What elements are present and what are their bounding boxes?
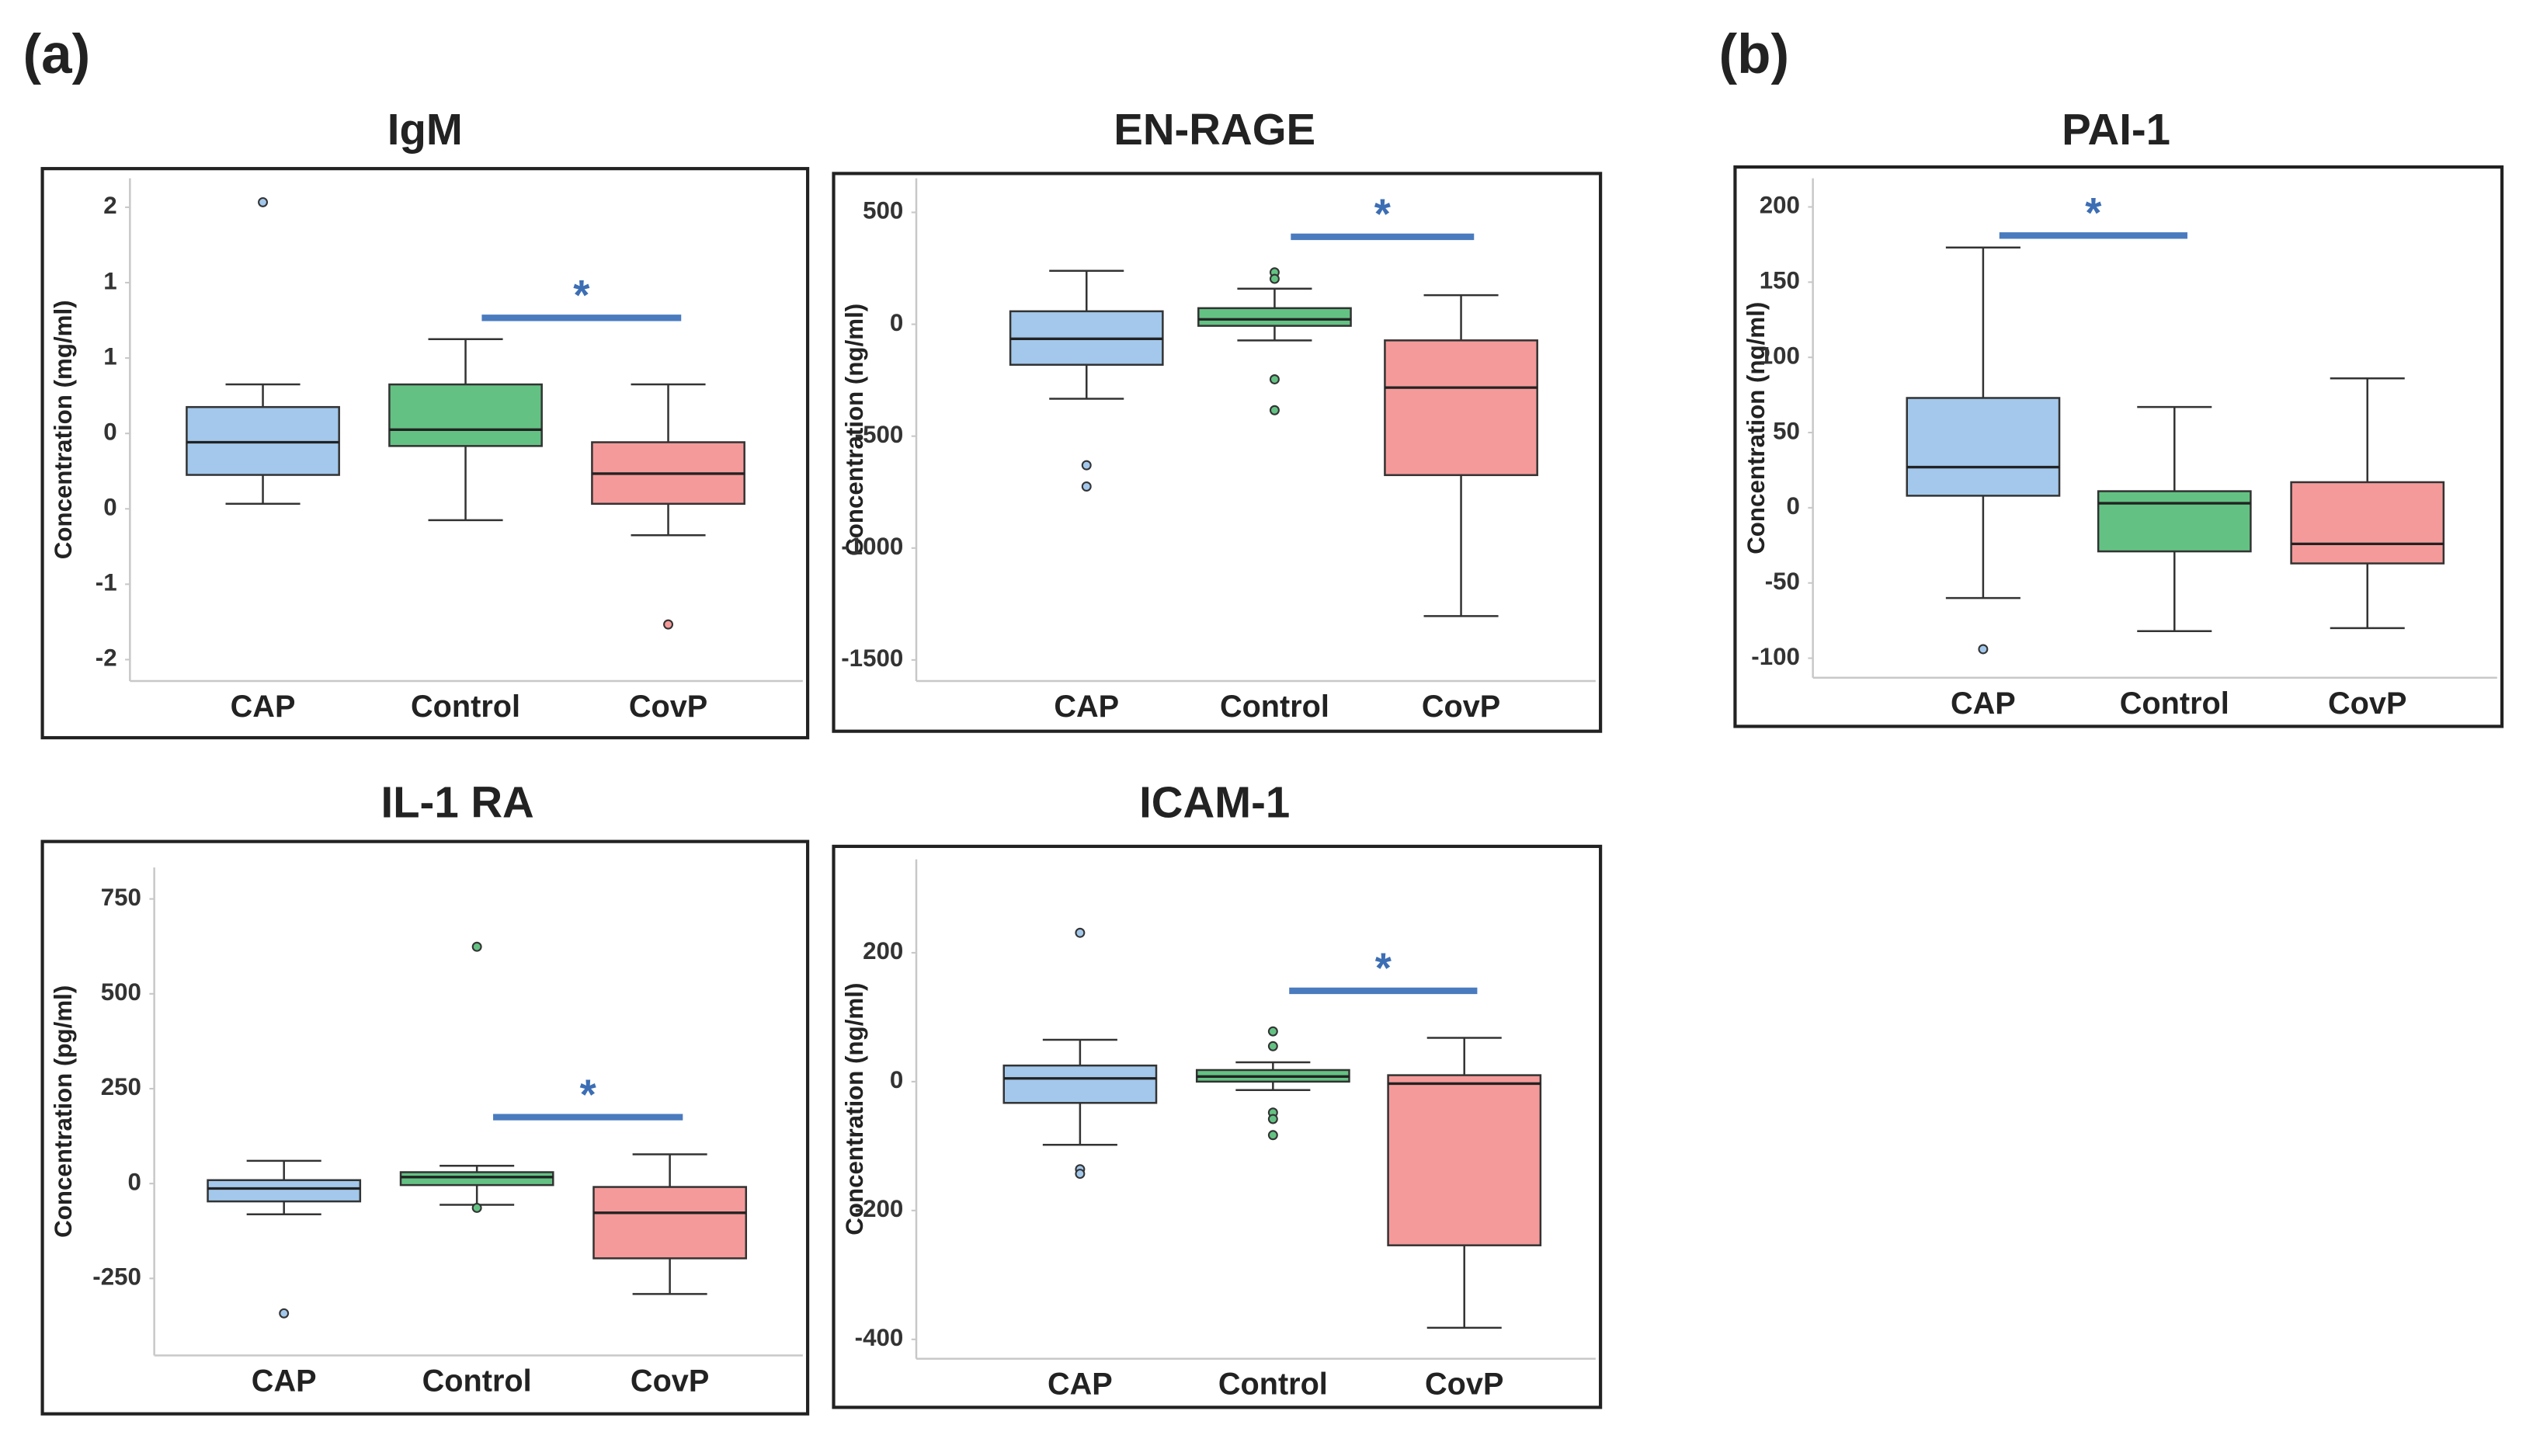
y-tick-label: -1500 [841, 645, 903, 672]
x-tick-label: CAP [1054, 690, 1119, 724]
y-tick-label: 500 [101, 978, 141, 1006]
y-tick-label: 100 [1760, 342, 1800, 369]
outlier [1267, 1130, 1278, 1141]
y-tick-label: -500 [855, 421, 904, 448]
y-tick-label: -100 [1751, 643, 1800, 670]
box [1002, 1064, 1158, 1104]
outlier [1267, 1026, 1278, 1037]
x-tick-label: Control [1218, 1367, 1328, 1402]
y-axis-label: Concentration (pg/ml) [50, 985, 77, 1238]
box [592, 1186, 748, 1260]
y-axis-label: Concentration (ng/ml) [841, 304, 868, 556]
y-tick-label: -1 [96, 569, 117, 596]
outlier [471, 1202, 482, 1213]
panel-label: (a) [23, 24, 91, 85]
outlier [1267, 1114, 1278, 1124]
panel-label: (b) [1719, 24, 1790, 85]
x-tick-label: CovP [629, 690, 707, 724]
y-tick-label: -2 [96, 645, 117, 672]
y-tick-label: 2 [103, 192, 116, 219]
outlier [1081, 460, 1092, 471]
y-tick-label: 0 [128, 1168, 141, 1195]
box [1906, 397, 2061, 497]
y-tick-label: 0 [890, 1066, 903, 1093]
x-tick-label: CAP [252, 1364, 317, 1399]
y-tick-label: 0 [103, 418, 116, 445]
box [399, 1171, 554, 1187]
y-tick-label: 200 [1760, 192, 1800, 219]
significance-label: * [2085, 189, 2102, 237]
x-tick-label: CAP [1951, 686, 2016, 721]
significance-label: * [1374, 190, 1392, 238]
y-tick-label: 1 [103, 342, 116, 370]
y-axis-label: Concentration (ng/ml) [1743, 302, 1770, 554]
x-tick-label: CovP [1422, 690, 1500, 724]
outlier [1269, 374, 1280, 384]
y-tick-label: 1 [103, 267, 116, 294]
outlier [1075, 927, 1086, 938]
outlier [279, 1308, 290, 1319]
y-tick-label: -1000 [841, 533, 903, 560]
y-axis-label: Concentration (mg/ml) [50, 300, 77, 559]
y-tick-label: 0 [890, 309, 903, 336]
outlier [258, 196, 269, 207]
outlier [1978, 644, 1989, 655]
y-tick-label: -250 [92, 1263, 141, 1291]
box [1387, 1074, 1542, 1246]
x-tick-label: Control [411, 690, 520, 724]
y-axis-label: Concentration (ng/ml) [841, 983, 868, 1235]
x-tick-label: Control [2120, 686, 2229, 721]
y-tick-label: 0 [103, 494, 116, 521]
outlier [1269, 273, 1280, 284]
chart-frame [40, 839, 810, 1416]
x-tick-label: Control [1220, 690, 1329, 724]
chart-frame [1733, 165, 2504, 728]
y-tick-label: -400 [855, 1324, 904, 1351]
outlier [1269, 405, 1280, 415]
x-tick-label: CovP [2328, 686, 2406, 721]
box [2097, 490, 2252, 553]
y-tick-label: 750 [101, 884, 141, 911]
box [207, 1179, 362, 1203]
y-tick-label: -50 [1765, 568, 1800, 595]
y-tick-label: 50 [1773, 417, 1800, 444]
chart-title: ICAM-1 [1139, 778, 1290, 827]
box [1197, 307, 1352, 327]
outlier [471, 941, 482, 952]
outlier [1267, 1041, 1278, 1051]
x-tick-label: CovP [1425, 1367, 1503, 1402]
chart-title: IL-1 RA [380, 778, 533, 827]
y-tick-label: 0 [1787, 492, 1800, 520]
significance-label: * [1375, 944, 1392, 992]
chart-frame [40, 167, 810, 740]
x-tick-label: CAP [1048, 1367, 1113, 1402]
chart-title: IgM [387, 105, 463, 154]
outlier [1081, 481, 1092, 492]
y-tick-label: 150 [1760, 267, 1800, 294]
y-tick-label: 500 [863, 197, 903, 224]
chart-title: EN-RAGE [1114, 105, 1315, 154]
chart-frame [832, 172, 1603, 733]
box [2290, 481, 2445, 565]
outlier [1075, 1169, 1086, 1180]
y-tick-label: 250 [101, 1073, 141, 1100]
x-tick-label: CAP [231, 690, 296, 724]
outlier [663, 619, 674, 630]
box [388, 383, 543, 447]
y-tick-label: -200 [855, 1195, 904, 1222]
chart-frame [832, 844, 1603, 1409]
x-tick-label: Control [422, 1364, 532, 1399]
y-tick-label: 200 [863, 937, 903, 964]
chart-title: PAI-1 [2062, 105, 2170, 154]
x-tick-label: CovP [631, 1364, 709, 1399]
box [1384, 339, 1538, 477]
significance-label: * [573, 272, 590, 319]
significance-label: * [580, 1071, 597, 1118]
